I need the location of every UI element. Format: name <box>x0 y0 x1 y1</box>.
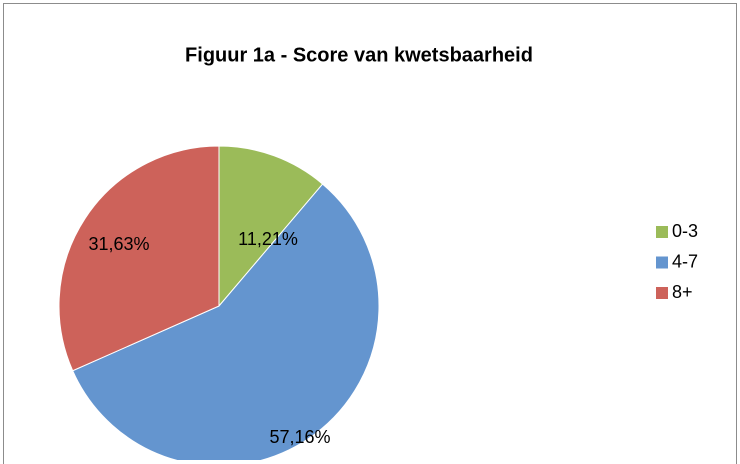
data-label: 31,63% <box>88 234 149 254</box>
legend-label: 8+ <box>672 282 693 302</box>
legend-label: 0-3 <box>672 221 698 241</box>
legend-swatch <box>656 287 668 299</box>
data-label: 57,16% <box>269 427 330 447</box>
legend-swatch <box>656 226 668 238</box>
data-label: 11,21% <box>238 229 298 249</box>
pie-slice <box>218 145 324 308</box>
legend-label: 4-7 <box>672 251 698 271</box>
chart-title: Figuur 1a - Score van kwetsbaarheid <box>185 44 533 66</box>
pie-slice <box>72 183 380 460</box>
legend-swatch <box>656 256 668 269</box>
pie <box>58 145 380 460</box>
pie-slice <box>58 145 220 372</box>
